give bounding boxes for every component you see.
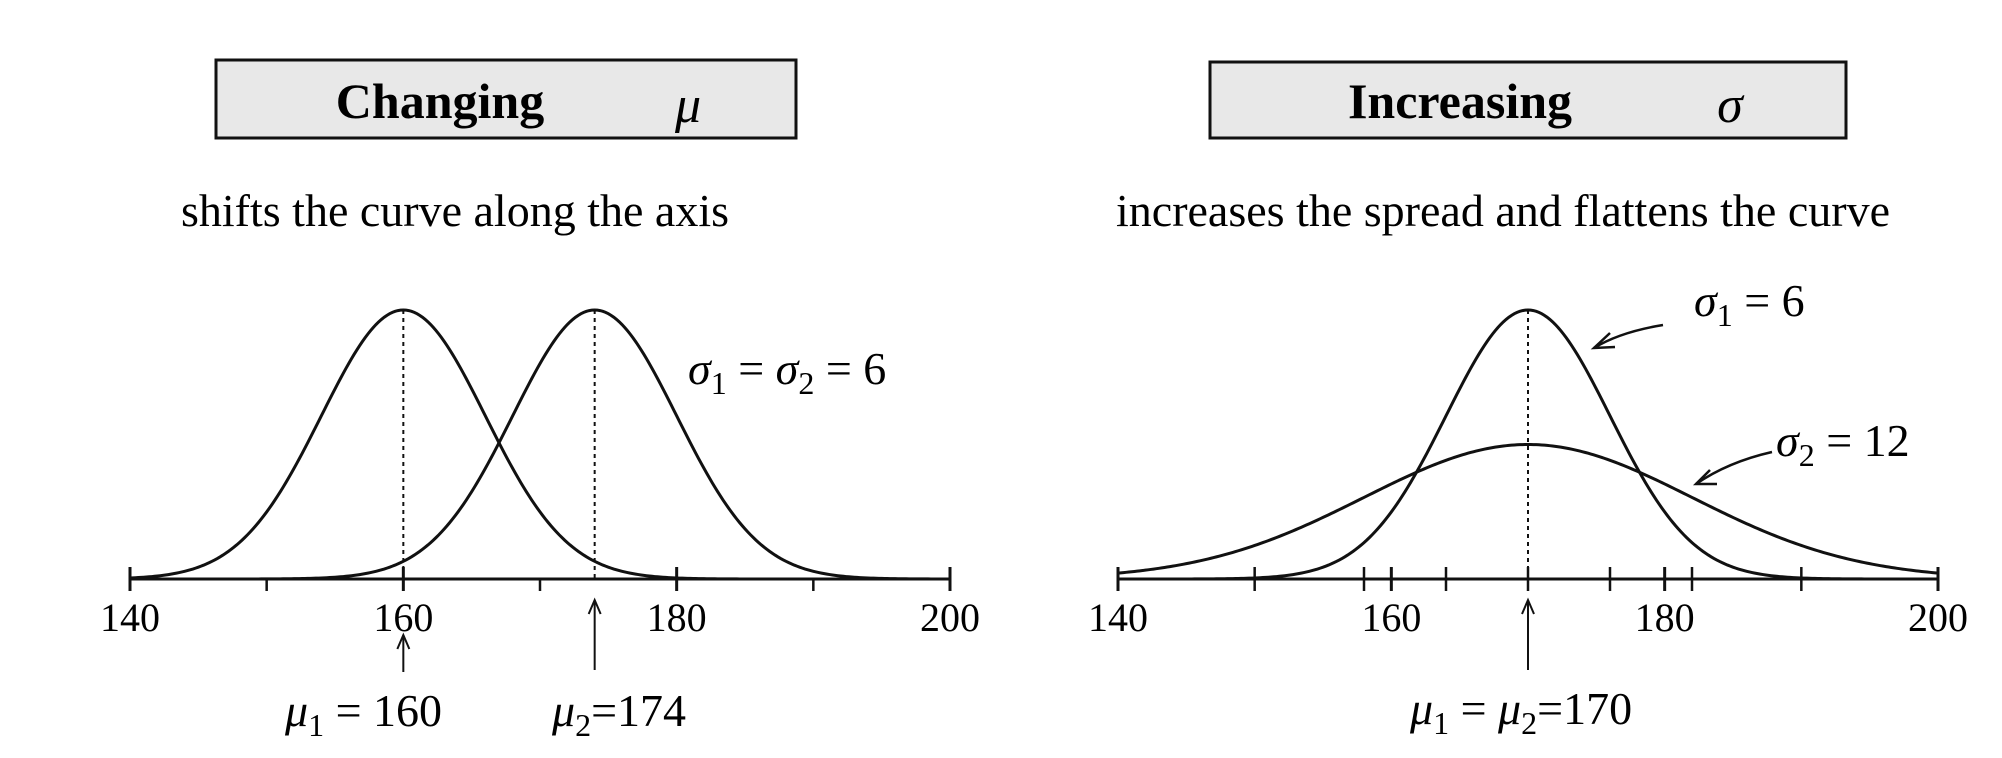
left-title: Changing <box>336 73 544 129</box>
left-tick-label-140: 140 <box>100 595 160 640</box>
right-tick-label-160: 160 <box>1361 595 1421 640</box>
right-sigma1-label: σ1 = 6 <box>1694 275 1805 333</box>
left-chart: 140 160 180 200 σ1 = σ2 = 6 μ1 = 160 μ2=174 <box>100 308 980 743</box>
left-subtitle: shifts the curve along the axis <box>181 185 729 236</box>
right-axis: 140 160 180 200 <box>1088 567 1968 640</box>
left-mu2-label: μ2=174 <box>551 685 686 743</box>
right-tick-label-180: 180 <box>1635 595 1695 640</box>
left-mean-arrowhead-1 <box>396 632 411 650</box>
right-chart: 140 160 180 200 σ1 = 6 σ2 = 12 μ1 = μ2=170 <box>1088 275 1968 741</box>
right-curve-2 <box>1117 442 1939 575</box>
right-tick-label-200: 200 <box>1908 595 1968 640</box>
right-tick-label-140: 140 <box>1088 595 1148 640</box>
left-mean-arrowhead-2 <box>587 597 602 615</box>
left-tick-label-160: 160 <box>373 595 433 640</box>
right-sigma1-arrow <box>1593 323 1664 350</box>
right-sigma2-arrow <box>1695 450 1773 486</box>
right-sigma2-arrowhead <box>1692 469 1717 486</box>
left-tick-label-200: 200 <box>920 595 980 640</box>
left-axis: 140 160 180 200 <box>100 567 980 640</box>
left-title-symbol: μ <box>674 77 701 134</box>
right-mean-arrowhead-1 <box>1521 597 1535 615</box>
right-title-symbol: σ <box>1717 77 1745 134</box>
right-sigma1-arrowhead <box>1590 332 1616 350</box>
right-curves <box>1117 308 1939 670</box>
left-mu1-label: μ1 = 160 <box>284 685 442 743</box>
right-title-box <box>1208 60 1848 140</box>
right-title: Increasing <box>1348 73 1572 129</box>
left-tick-label-180: 180 <box>647 595 707 640</box>
right-subtitle: increases the spread and flattens the cu… <box>1116 185 1890 236</box>
left-title-box <box>214 58 798 140</box>
right-mu-label: μ1 = μ2=170 <box>1409 683 1632 741</box>
right-sigma2-label: σ2 = 12 <box>1776 415 1910 473</box>
left-sigma-label: σ1 = σ2 = 6 <box>688 343 886 401</box>
